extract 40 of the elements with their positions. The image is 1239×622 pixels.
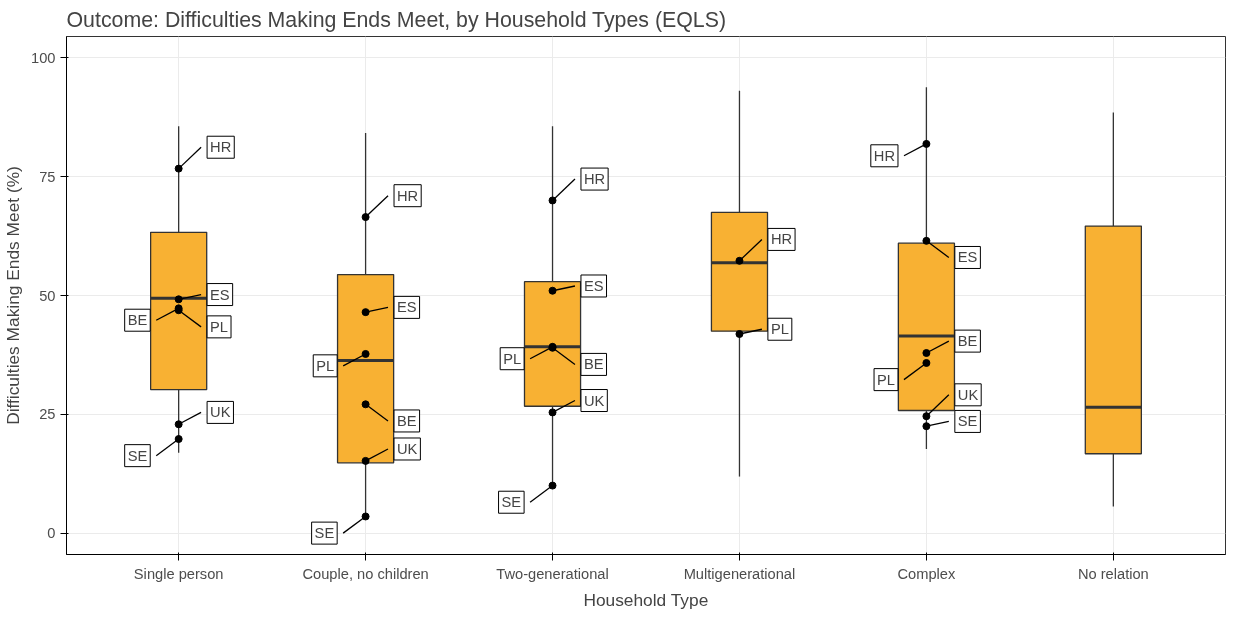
annotation: HR [873, 147, 895, 164]
annotation: SE [957, 413, 978, 430]
annotation: BE [397, 412, 417, 429]
y-axis-title: Difficulties Making Ends Meet (%) [3, 166, 24, 425]
annotation: SE [501, 494, 522, 511]
x-tick-label: Multigenerational [683, 565, 796, 582]
annotation: UK [583, 392, 605, 409]
x-axis-title: Household Type [583, 589, 709, 610]
annotation: ES [397, 299, 417, 316]
y-tick-label: 50 [39, 287, 56, 304]
x-tick-label: Two-generational [496, 565, 609, 582]
annotation: HR [770, 231, 793, 248]
annotation: PL [210, 318, 229, 335]
y-tick-label: 25 [39, 406, 56, 423]
annotation: UK [210, 404, 231, 421]
y-tick-label: 100 [31, 49, 56, 66]
x-tick-label: No relation [1077, 565, 1149, 582]
chart-title: Outcome: Difficulties Making Ends Meet, by Household Types (EQLS) [66, 7, 726, 32]
annotation: BE [957, 333, 978, 350]
x-tick-label: Complex [897, 565, 956, 582]
annotation: PL [770, 321, 789, 338]
y-tick-label: 75 [39, 168, 56, 185]
x-tick-label: Single person [133, 565, 224, 582]
annotation: BE [127, 312, 148, 329]
annotation: HR [397, 187, 419, 204]
annotation: HR [583, 171, 606, 188]
annotation: SE [314, 525, 335, 542]
annotation: UK [957, 386, 979, 403]
x-tick-label: Couple, no children [302, 565, 429, 582]
annotation: PL [877, 371, 895, 388]
annotation: ES [210, 286, 230, 303]
annotation: SE [127, 447, 148, 464]
annotation: HR [210, 139, 232, 156]
annotation: ES [957, 249, 978, 266]
y-tick-label: 0 [47, 525, 56, 542]
annotation: PL [316, 357, 335, 374]
annotation: BE [583, 356, 604, 373]
annotation: UK [397, 441, 418, 457]
annotation: PL [503, 350, 522, 367]
annotation: ES [583, 278, 604, 294]
